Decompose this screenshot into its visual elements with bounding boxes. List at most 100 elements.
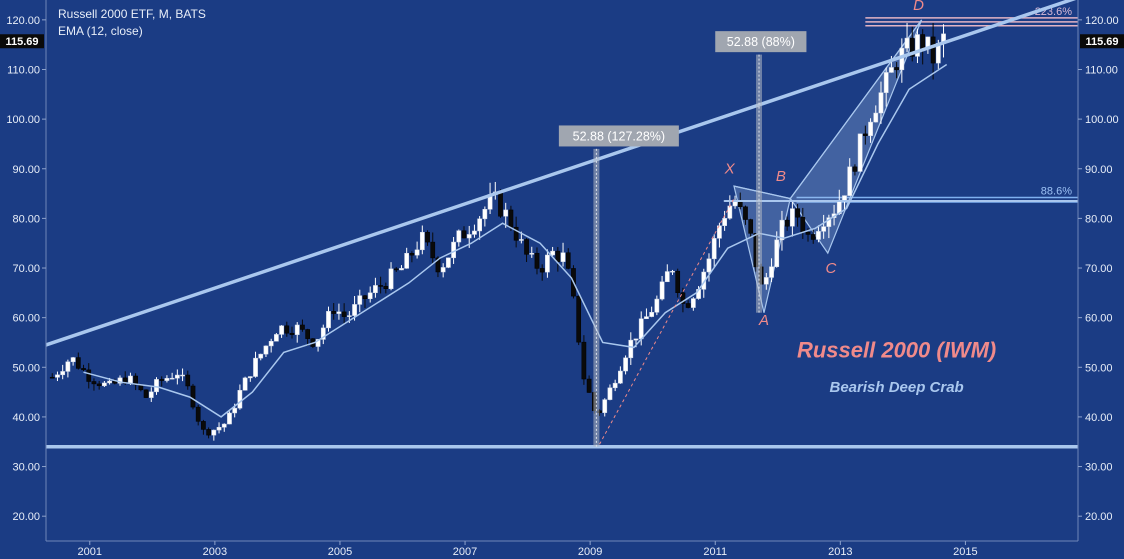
candle-body	[320, 327, 326, 340]
candle-body	[889, 67, 894, 73]
candle-body	[435, 257, 441, 273]
candle-body	[743, 206, 748, 220]
dashed-leg-line	[599, 198, 735, 445]
ema-layer	[83, 63, 948, 418]
candle-body	[373, 285, 378, 294]
candle-body	[868, 121, 873, 136]
candle-body	[211, 429, 217, 436]
candle-body	[607, 387, 613, 400]
candle-body	[508, 209, 514, 228]
candle-body	[352, 304, 357, 316]
candle-body	[305, 329, 310, 339]
candle-body	[862, 133, 868, 136]
candle-body	[331, 311, 337, 314]
candle-body	[717, 225, 722, 239]
annotation-title: Russell 2000 (IWM)	[797, 337, 996, 362]
candle-body	[800, 216, 806, 233]
y-tick-label-left: 110.00	[7, 64, 40, 76]
candle-body	[727, 205, 733, 219]
candle-body	[404, 253, 410, 269]
pattern-point-label: C	[826, 260, 837, 277]
label-layer: X A B C D Russell 2000 (IWM) Bearish Deep Crab	[724, 0, 997, 396]
candle-body	[466, 234, 472, 239]
candle-body	[711, 238, 717, 260]
x-tick-label: 2005	[328, 546, 352, 558]
candle-body	[816, 231, 821, 240]
candle-body	[237, 390, 243, 409]
candle-body	[247, 376, 253, 379]
candle-body	[685, 303, 691, 308]
candle-body	[91, 381, 97, 385]
candle-body	[920, 34, 926, 49]
candle-body	[894, 67, 899, 71]
candle-body	[909, 37, 915, 57]
candle-body	[852, 166, 858, 172]
fib-level-label: 88.6%	[1041, 186, 1072, 198]
ema-line	[83, 63, 948, 418]
y-tick-label-left: 60.00	[12, 313, 40, 325]
y-tick-label-right: 20.00	[1085, 511, 1113, 523]
candle-body	[425, 231, 430, 243]
y-tick-label-right: 90.00	[1085, 164, 1113, 176]
candle-body	[790, 208, 795, 227]
candle-body	[185, 374, 191, 387]
x-tick-label: 2013	[828, 546, 852, 558]
measurement-box	[558, 125, 679, 147]
y-tick-label-right: 100.00	[1085, 114, 1119, 126]
candle-body	[221, 423, 227, 428]
y-tick-label-right: 60.00	[1085, 313, 1113, 325]
candle-body	[779, 219, 785, 241]
candle-body	[154, 379, 159, 393]
candle-body	[315, 339, 321, 347]
candle-body	[419, 231, 425, 251]
candle-body	[164, 378, 170, 381]
y-tick-label-right: 30.00	[1085, 462, 1113, 474]
y-tick-label-left: 80.00	[12, 213, 40, 225]
candle-body	[654, 298, 660, 313]
candle-body	[378, 285, 383, 287]
candle-body	[227, 412, 232, 425]
candle-body	[769, 266, 774, 278]
candle-body	[49, 376, 55, 379]
y-tick-label-left: 70.00	[12, 263, 40, 275]
candle-body	[440, 267, 446, 273]
candle-body	[821, 226, 826, 232]
current-price-tag-left	[0, 34, 44, 49]
candle-body	[279, 325, 284, 335]
candle-body	[915, 34, 920, 57]
time-axis-panel	[0, 541, 1124, 559]
candle-body	[930, 36, 936, 64]
candle-body	[446, 257, 451, 268]
candle-body	[586, 378, 592, 393]
candle-body	[722, 218, 727, 226]
candle-body	[539, 268, 545, 273]
y-tick-label-right: 120.00	[1085, 15, 1119, 27]
candle-body	[362, 295, 368, 299]
candle-body	[169, 377, 175, 380]
candle-body	[456, 230, 462, 243]
candle-body	[253, 357, 258, 377]
trendline-layer	[44, 0, 1080, 449]
y-tick-label-left: 50.00	[12, 362, 40, 374]
candle-body	[690, 298, 696, 308]
y-tick-label-right: 50.00	[1085, 362, 1113, 374]
chart-header: Russell 2000 ETF, M, BATS EMA (12, close…	[58, 6, 206, 40]
candle-body	[513, 226, 519, 241]
current-price-label-left: 115.69	[5, 36, 38, 48]
candle-body	[472, 230, 477, 235]
candle-body	[216, 427, 222, 431]
candle-body	[904, 37, 910, 49]
chart-title: Russell 2000 ETF, M, BATS	[58, 7, 206, 21]
x-tick-label: 2015	[953, 546, 977, 558]
candle-body	[842, 195, 847, 201]
x-tick-label: 2007	[453, 546, 477, 558]
candle-body	[461, 230, 467, 239]
candle-body	[545, 254, 550, 273]
candle-body	[414, 249, 420, 256]
candle-body	[258, 353, 264, 359]
candle-body	[623, 357, 628, 372]
y-tick-label-left: 20.00	[12, 511, 40, 523]
